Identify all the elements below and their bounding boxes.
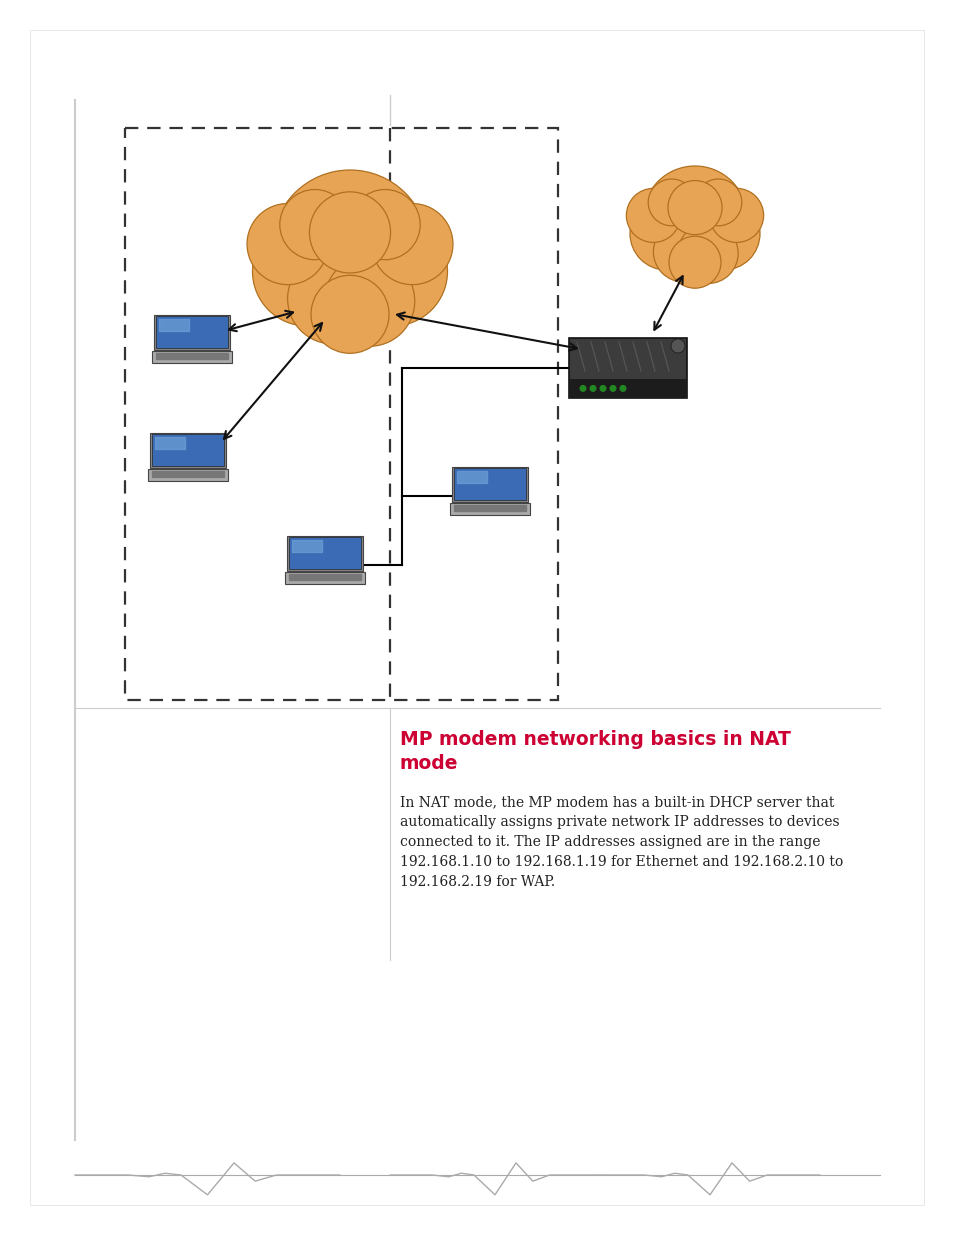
Circle shape: [579, 385, 585, 391]
Circle shape: [686, 198, 760, 270]
Circle shape: [709, 189, 762, 242]
Circle shape: [670, 338, 684, 353]
Circle shape: [279, 189, 350, 259]
Circle shape: [247, 204, 328, 284]
Bar: [568, 379, 686, 398]
Bar: [452, 467, 527, 503]
Circle shape: [647, 179, 695, 226]
Circle shape: [667, 180, 721, 235]
Bar: [152, 351, 233, 363]
Bar: [152, 472, 224, 477]
Circle shape: [350, 189, 419, 259]
Circle shape: [287, 253, 377, 343]
Bar: [154, 437, 185, 448]
Circle shape: [695, 179, 741, 226]
Bar: [454, 468, 525, 500]
Bar: [150, 433, 226, 468]
Bar: [159, 319, 189, 331]
Bar: [156, 316, 228, 348]
Circle shape: [653, 221, 713, 282]
Bar: [456, 471, 487, 483]
Circle shape: [253, 217, 361, 326]
Bar: [153, 315, 230, 351]
Circle shape: [629, 198, 702, 270]
Circle shape: [324, 256, 415, 346]
Bar: [287, 536, 363, 572]
Bar: [289, 537, 360, 569]
Bar: [155, 353, 228, 359]
Text: MP modem networking basics in NAT
mode: MP modem networking basics in NAT mode: [399, 730, 790, 773]
Circle shape: [642, 165, 746, 270]
Bar: [125, 128, 558, 700]
Bar: [449, 503, 530, 515]
Circle shape: [372, 204, 453, 284]
Circle shape: [599, 385, 605, 391]
Bar: [454, 505, 526, 511]
Bar: [284, 572, 365, 584]
Bar: [568, 338, 686, 398]
Circle shape: [590, 385, 596, 391]
Circle shape: [311, 275, 389, 353]
Circle shape: [619, 385, 625, 391]
Bar: [292, 540, 322, 552]
Bar: [289, 574, 361, 580]
Circle shape: [338, 217, 447, 326]
Circle shape: [678, 224, 738, 284]
Bar: [148, 469, 228, 480]
Circle shape: [610, 385, 615, 391]
Circle shape: [272, 170, 428, 326]
Circle shape: [626, 189, 679, 242]
Circle shape: [309, 191, 390, 273]
Bar: [152, 433, 224, 467]
Text: In NAT mode, the MP modem has a built-in DHCP server that
automatically assigns : In NAT mode, the MP modem has a built-in…: [399, 795, 842, 889]
Circle shape: [668, 236, 720, 288]
